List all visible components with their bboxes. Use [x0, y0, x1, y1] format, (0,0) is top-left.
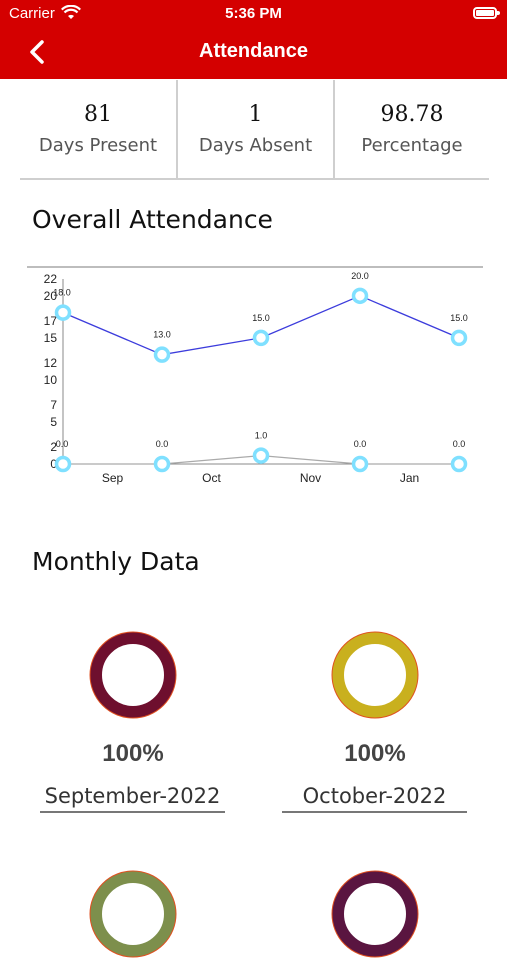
data-label: 1.0 — [255, 431, 268, 441]
fourth-month-donut-chart — [331, 870, 419, 958]
y-tick-label: 20 — [44, 289, 58, 303]
donut-outline — [89, 631, 177, 719]
x-tick-label: Sep — [102, 471, 124, 485]
donut-ring — [90, 632, 176, 718]
days-absent-value: 1 — [248, 102, 263, 127]
x-tick-label: Nov — [300, 471, 321, 485]
x-tick-label: Jan — [400, 471, 419, 485]
data-label: 0.0 — [156, 439, 169, 449]
data-label: 13.0 — [153, 330, 171, 340]
data-label: 18.0 — [53, 288, 71, 298]
monthly-data-title: Monthly Data — [32, 547, 200, 576]
stat-days-present: 81 Days Present — [20, 80, 176, 178]
data-label: 15.0 — [252, 313, 270, 323]
september-month-label[interactable]: September-2022 — [40, 784, 225, 813]
y-tick-label: 22 — [44, 272, 58, 286]
y-tick-label: 2 — [50, 440, 57, 454]
data-point — [54, 304, 72, 321]
y-tick-label: 15 — [44, 331, 58, 345]
x-tick-label: Oct — [202, 471, 221, 485]
donut-outline — [331, 870, 419, 958]
data-point — [54, 455, 72, 473]
data-label: 0.0 — [354, 439, 367, 449]
overall-attendance-title: Overall Attendance — [32, 205, 273, 234]
status-time: 5:36 PM — [225, 5, 282, 22]
data-point — [450, 329, 468, 347]
october-donut-chart — [331, 631, 419, 719]
donut-outline — [331, 631, 419, 719]
page-title: Attendance — [199, 40, 308, 62]
data-point — [351, 455, 369, 473]
data-point — [153, 455, 171, 473]
data-label: 0.0 — [56, 439, 69, 449]
y-tick-label: 17 — [44, 314, 58, 328]
september-donut-chart — [89, 631, 177, 719]
attendance-summary: 81 Days Present 1 Days Absent 98.78 Perc… — [20, 80, 489, 180]
y-tick-label: 7 — [50, 398, 57, 412]
october-percentage: 100% — [344, 740, 406, 767]
battery-icon — [473, 7, 500, 19]
donut-ring — [332, 632, 418, 718]
third-month-donut-chart — [89, 870, 177, 958]
days-present-label: Days Present — [38, 135, 158, 156]
donut-ring — [90, 871, 176, 957]
divider — [333, 80, 335, 178]
data-point — [450, 455, 468, 473]
y-tick-label: 10 — [44, 373, 58, 387]
y-tick-label: 12 — [44, 356, 58, 370]
data-label: 15.0 — [450, 313, 468, 323]
data-label: 20.0 — [351, 271, 369, 281]
percentage-label: Percentage — [361, 135, 463, 156]
days-present-value: 81 — [84, 102, 112, 127]
app-header: Carrier 5:36 PM Attendance — [0, 0, 507, 79]
data-point — [153, 346, 171, 363]
donut-ring — [332, 871, 418, 957]
data-label: 0.0 — [453, 439, 466, 449]
wifi-icon — [61, 5, 81, 19]
carrier-label: Carrier — [9, 5, 55, 22]
y-tick-label: 0 — [50, 457, 57, 471]
stat-percentage: 98.78 Percentage — [335, 80, 489, 178]
percentage-value: 98.78 — [380, 102, 444, 127]
donut-outline — [89, 870, 177, 958]
stat-days-absent: 1 Days Absent — [178, 80, 333, 178]
data-point — [252, 329, 270, 347]
september-percentage: 100% — [102, 740, 164, 767]
overall-attendance-chart: 22 20 17 15 12 10 7 5 2 0 Sep Oct Nov Jan 18.0 13.0 15.0… — [27, 266, 483, 496]
back-button[interactable] — [22, 36, 52, 68]
data-point — [252, 447, 270, 464]
y-tick-label: 5 — [50, 415, 57, 429]
status-bar: Carrier 5:36 PM — [0, 5, 507, 25]
divider — [176, 80, 178, 178]
october-month-label[interactable]: October-2022 — [282, 784, 467, 813]
data-point — [351, 287, 369, 305]
days-absent-label: Days Absent — [198, 135, 313, 156]
